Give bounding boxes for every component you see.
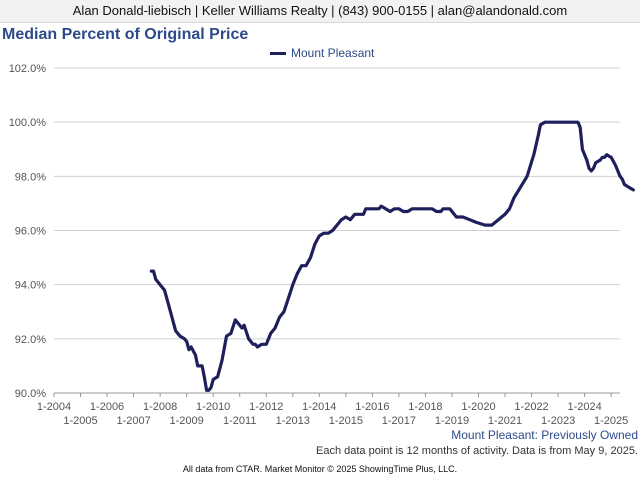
x-tick-label: 1-2012: [249, 401, 283, 413]
x-tick-label: 1-2009: [170, 415, 204, 427]
chart-subtitle: Mount Pleasant: Previously Owned: [451, 428, 638, 442]
y-tick-label: 92.0%: [15, 334, 46, 346]
x-tick-label: 1-2006: [90, 401, 124, 413]
x-tick-label: 1-2004: [37, 401, 71, 413]
y-tick-label: 96.0%: [15, 226, 46, 238]
x-tick-label: 1-2008: [143, 401, 177, 413]
x-tick-label: 1-2015: [329, 415, 363, 427]
y-tick-label: 98.0%: [15, 171, 46, 183]
x-tick-label: 1-2021: [488, 415, 522, 427]
legend-swatch: [270, 51, 286, 55]
x-tick-label: 1-2024: [567, 401, 601, 413]
contact-header-text: Alan Donald-liebisch | Keller Williams R…: [72, 3, 568, 18]
contact-header-bar: Alan Donald-liebisch | Keller Williams R…: [0, 0, 640, 23]
x-tick-label: 1-2011: [223, 415, 256, 427]
chart-legend: Mount Pleasant: [270, 46, 374, 60]
x-tick-label: 1-2016: [355, 401, 389, 413]
chart-title: Median Percent of Original Price: [2, 26, 249, 43]
x-tick-label: 1-2005: [63, 415, 97, 427]
x-tick-label: 1-2023: [541, 415, 575, 427]
x-tick-label: 1-2010: [196, 401, 230, 413]
legend-label: Mount Pleasant: [291, 46, 375, 60]
x-tick-label: 1-2013: [276, 415, 310, 427]
y-tick-label: 102.0%: [9, 63, 47, 75]
footer-credit: All data from CTAR. Market Monitor © 202…: [182, 464, 458, 474]
y-tick-label: 90.0%: [15, 388, 46, 400]
y-tick-label: 100.0%: [9, 117, 47, 129]
x-tick-label: 1-2022: [514, 401, 548, 413]
x-tick-label: 1-2020: [461, 401, 495, 413]
x-tick-label: 1-2014: [302, 401, 336, 413]
x-tick-label: 1-2025: [594, 415, 628, 427]
x-tick-label: 1-2007: [116, 415, 150, 427]
data-note: Each data point is 12 months of activity…: [315, 445, 638, 457]
x-tick-label: 1-2019: [435, 415, 469, 427]
x-tick-label: 1-2018: [408, 401, 442, 413]
series-line-mount-pleasant: [149, 120, 635, 392]
x-tick-label: 1-2017: [382, 415, 416, 427]
y-tick-label: 94.0%: [15, 280, 46, 292]
